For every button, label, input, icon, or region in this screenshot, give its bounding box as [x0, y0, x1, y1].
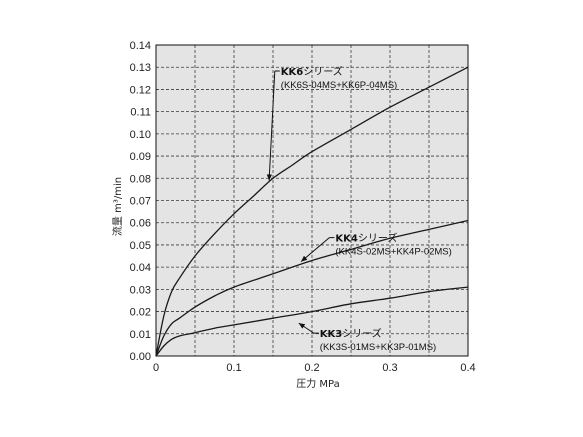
x-axis-ticks: 0 0.1 0.2 0.3 0.4	[153, 362, 476, 374]
series-lines	[155, 66, 469, 357]
annotation-arrow	[266, 174, 273, 181]
y-tick-label: 0.06	[130, 218, 151, 230]
y-axis-ticks: 0.00 0.01 0.02 0.03 0.04 0.05 0.06 0.07 0.08 0.09…	[130, 40, 151, 363]
plot-frame	[155, 44, 469, 357]
x-tick-label: 0.2	[304, 362, 319, 374]
x-tick-label: 0.1	[226, 362, 241, 374]
y-tick-label: 0.12	[130, 84, 151, 96]
annotation-title: KK4シリーズ	[335, 232, 397, 245]
annotation-series-suffix: シリーズ	[358, 232, 398, 245]
annotation-series-suffix: シリーズ	[342, 327, 382, 340]
x-tick-label: 0	[153, 362, 159, 374]
series-line-kk6	[155, 66, 469, 357]
annotation-subtitle: (KK6S-04MS+KK6P-04MS)	[281, 80, 397, 91]
annotation-subtitle: (KK3S-01MS+KK3P-01MS)	[320, 342, 436, 353]
annotation-series-name: KK6	[281, 67, 303, 78]
y-tick-label: 0.14	[130, 40, 151, 52]
annotation-kk4: KK4シリーズ (KK4S-02MS+KK4P-02MS)	[300, 232, 452, 262]
annotation-series-name: KK4	[335, 234, 357, 245]
y-tick-label: 0.01	[130, 329, 151, 341]
annotation-kk6: KK6シリーズ (KK6S-04MS+KK6P-04MS)	[266, 65, 397, 181]
series-annotations: KK6シリーズ(KK6S-04MS+KK6P-04MS)KK4シリーズ(KK4S…	[266, 65, 452, 353]
annotation-arrow	[301, 255, 308, 262]
y-tick-label: 0.10	[130, 129, 151, 141]
annotation-series-suffix: シリーズ	[303, 65, 343, 78]
y-tick-label: 0.02	[130, 307, 151, 319]
annotation-leader	[300, 237, 330, 262]
y-tick-label: 0.07	[130, 196, 151, 208]
series-line-kk3	[155, 286, 469, 357]
series-line-kk4	[155, 219, 469, 357]
y-tick-label: 0.04	[130, 262, 151, 274]
annotation-leader	[268, 70, 276, 181]
annotation-series-name: KK3	[320, 329, 342, 340]
y-tick-label: 0.13	[130, 62, 151, 74]
y-tick-label: 0.05	[130, 240, 151, 252]
y-tick-label: 0.11	[130, 107, 151, 119]
y-tick-label: 0.03	[130, 284, 151, 296]
y-axis-label: 流量 m³/min	[111, 177, 124, 236]
annotation-kk3: KK3シリーズ (KK3S-01MS+KK3P-01MS)	[298, 322, 436, 353]
x-tick-label: 0.4	[460, 362, 475, 374]
x-tick-label: 0.3	[382, 362, 397, 374]
annotation-title: KK3シリーズ	[320, 327, 382, 340]
x-axis-label: 圧力 MPa	[296, 377, 340, 390]
y-tick-label: 0.09	[130, 151, 151, 163]
annotation-subtitle: (KK4S-02MS+KK4P-02MS)	[335, 247, 451, 258]
annotation-title: KK6シリーズ	[281, 65, 343, 78]
y-tick-label: 0.00	[130, 351, 151, 363]
y-tick-label: 0.08	[130, 173, 151, 185]
annotation-arrow	[298, 323, 306, 329]
